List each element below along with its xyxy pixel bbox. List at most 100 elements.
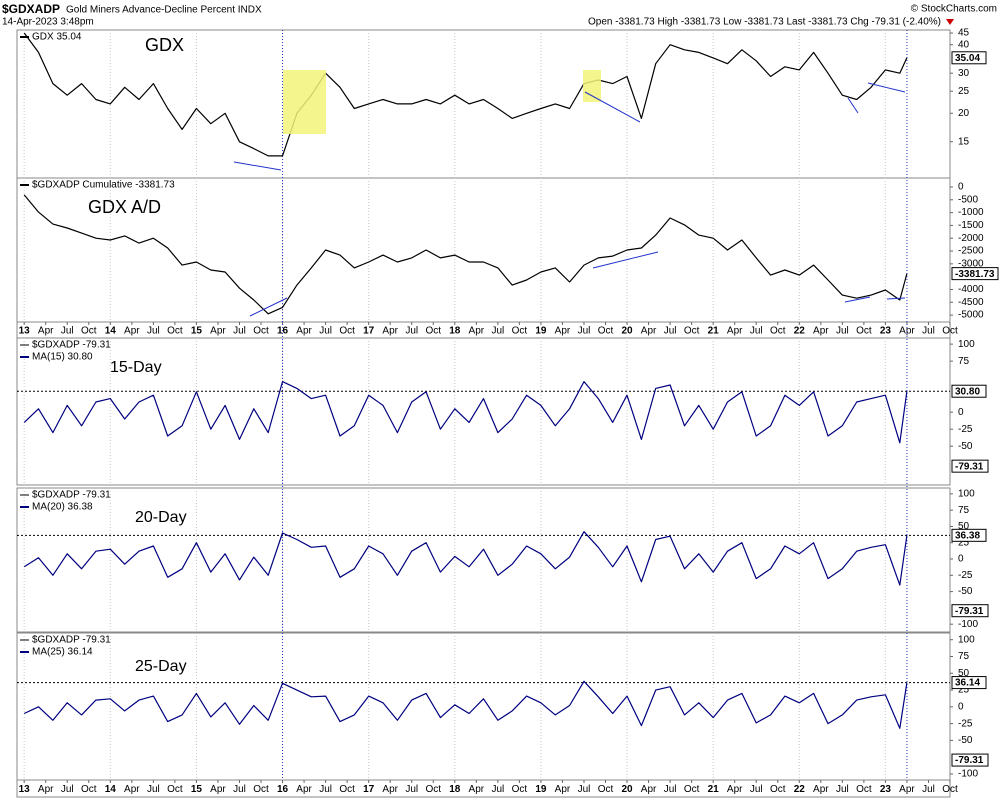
y-tick-label: -25 <box>958 424 973 435</box>
value-box-label: -79.31 <box>955 606 984 617</box>
panel-label: 25-Day <box>135 658 187 675</box>
x-tick-label: Jul <box>233 326 246 337</box>
x-tick-label: Jul <box>491 784 504 795</box>
panel-label: 15-Day <box>110 359 162 376</box>
x-tick-label: Apr <box>124 326 140 337</box>
value-box-label: 30.80 <box>955 386 980 397</box>
panel-label: 20-Day <box>135 509 187 526</box>
x-tick-label: Oct <box>770 326 786 337</box>
x-tick-label: 16 <box>277 784 289 795</box>
value-box <box>951 528 987 542</box>
x-tick-label: Jul <box>405 784 418 795</box>
x-tick-label: Apr <box>469 784 485 795</box>
x-tick-label: Apr <box>727 326 743 337</box>
x-tick-label: Oct <box>598 326 614 337</box>
y-tick-label: 75 <box>958 505 970 516</box>
x-tick-label: Jul <box>750 326 763 337</box>
y-tick-label: -25 <box>958 718 973 729</box>
x-tick-label: 18 <box>449 326 461 337</box>
x-tick-label: Jul <box>664 784 677 795</box>
x-tick-label: 21 <box>708 784 720 795</box>
quote: Open -3381.73 High -3381.73 Low -3381.73… <box>588 17 941 28</box>
x-tick-label: Oct <box>167 784 183 795</box>
value-box-label: -3381.73 <box>955 269 995 280</box>
x-tick-label: Apr <box>296 784 312 795</box>
y-tick-label: 75 <box>958 356 970 367</box>
y-tick-label: -50 <box>958 441 973 452</box>
y-tick-label: -100 <box>958 769 978 780</box>
panel-frame <box>16 487 951 633</box>
y-tick-label: -50 <box>958 735 973 746</box>
y-tick-label: -5000 <box>958 310 984 321</box>
x-axis-band <box>16 779 951 798</box>
y-tick-label: 100 <box>958 634 975 645</box>
x-tick-label: Apr <box>38 326 54 337</box>
y-tick-label: 0 <box>958 407 964 418</box>
x-tick-label: Oct <box>856 784 872 795</box>
panel-label: GDX <box>145 35 184 55</box>
x-tick-label: Apr <box>469 326 485 337</box>
x-tick-label: Oct <box>425 784 441 795</box>
x-tick-label: Apr <box>641 326 657 337</box>
x-tick-label: Apr <box>38 784 54 795</box>
x-tick-label: 19 <box>535 784 547 795</box>
x-tick-label: Jul <box>319 326 332 337</box>
y-tick-label: 20 <box>958 108 970 119</box>
value-box-label: 36.14 <box>955 678 980 689</box>
x-tick-label: Apr <box>124 784 140 795</box>
x-tick-label: Jul <box>578 326 591 337</box>
value-box <box>951 459 989 473</box>
y-tick-label: 15 <box>958 136 970 147</box>
chart-date: 14-Apr-2023 3:48pm <box>2 17 94 28</box>
x-tick-label: Oct <box>167 326 183 337</box>
x-tick-label: 23 <box>880 326 892 337</box>
value-box <box>951 676 987 690</box>
legend-label: MA(15) 30.80 <box>32 352 93 363</box>
legend-label: MA(25) 36.14 <box>32 647 93 658</box>
legend-label: GDX 35.04 <box>32 32 82 43</box>
x-tick-label: Jul <box>836 784 849 795</box>
x-tick-label: Jul <box>319 784 332 795</box>
x-tick-label: 16 <box>277 326 289 337</box>
x-tick-label: Oct <box>684 784 700 795</box>
y-tick-label: -100 <box>958 619 978 630</box>
x-tick-label: 15 <box>191 326 203 337</box>
value-box-label: 35.04 <box>955 53 980 64</box>
y-tick-label: 100 <box>958 489 975 500</box>
series-line <box>23 32 908 157</box>
x-tick-label: Jul <box>836 326 849 337</box>
down-arrow-icon <box>946 19 954 25</box>
y-tick-label: 50 <box>958 668 970 679</box>
credit: © StockCharts.com <box>911 4 997 15</box>
x-tick-label: Apr <box>641 784 657 795</box>
x-tick-label: Oct <box>598 784 614 795</box>
y-tick-label: -500 <box>958 194 978 205</box>
x-tick-label: 15 <box>191 784 203 795</box>
x-tick-label: Jul <box>147 326 160 337</box>
x-tick-label: Apr <box>210 784 226 795</box>
x-tick-label: Jul <box>405 326 418 337</box>
trend-line <box>592 251 659 269</box>
x-tick-label: Jul <box>664 326 677 337</box>
x-tick-label: Apr <box>296 326 312 337</box>
y-tick-label: -50 <box>958 586 973 597</box>
y-tick-label: 45 <box>958 28 970 39</box>
value-box <box>951 604 989 618</box>
y-tick-label: 25 <box>958 86 970 97</box>
highlight-box <box>583 70 601 102</box>
x-tick-label: 17 <box>363 326 375 337</box>
legend-label: MA(20) 36.38 <box>32 502 93 513</box>
value-box-label: -79.31 <box>955 755 984 766</box>
x-tick-label: Oct <box>512 784 528 795</box>
y-tick-label: -3000 <box>958 258 984 269</box>
y-tick-label: -4500 <box>958 297 984 308</box>
y-tick-label: 0 <box>958 554 964 565</box>
trend-line <box>584 91 641 123</box>
x-tick-label: 20 <box>621 784 633 795</box>
x-tick-label: 22 <box>794 326 806 337</box>
x-tick-label: Apr <box>382 326 398 337</box>
y-tick-label: 75 <box>958 651 970 662</box>
x-tick-label: 19 <box>535 326 547 337</box>
x-tick-label: Jul <box>491 326 504 337</box>
